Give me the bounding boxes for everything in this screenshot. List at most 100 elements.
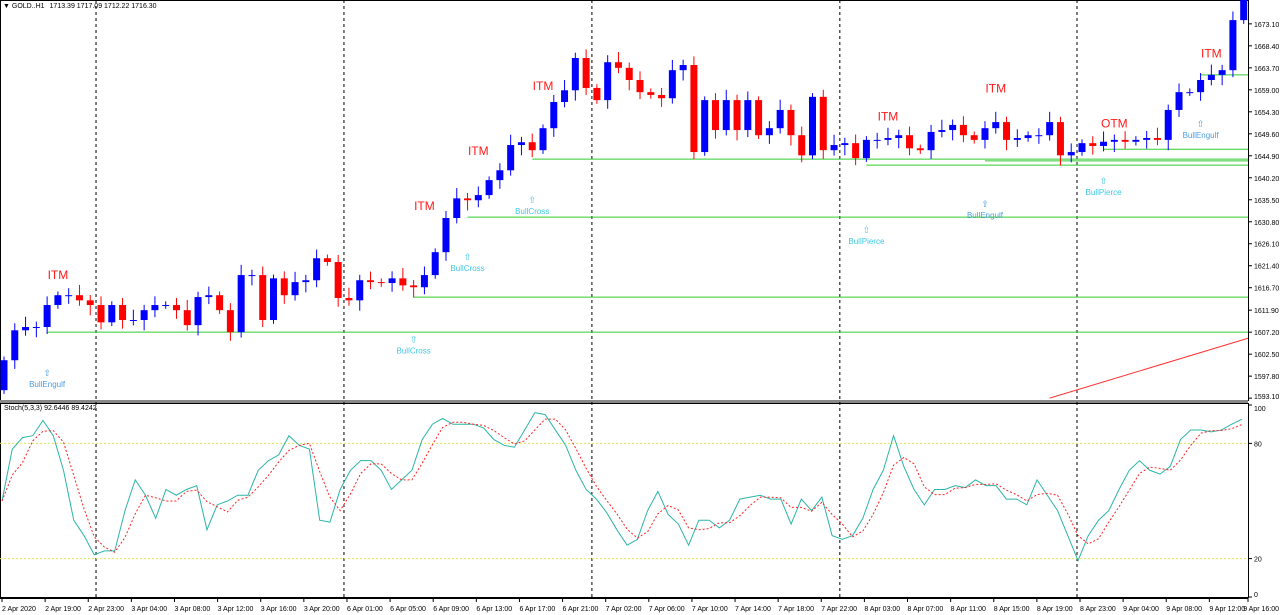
bull-candle: [108, 305, 116, 323]
bear-candle: [119, 305, 127, 320]
bull-candle: [862, 139, 870, 159]
bear-candle: [755, 100, 763, 136]
bear-candle: [75, 295, 83, 301]
y-tick-label: 1654.30: [1254, 110, 1279, 117]
y-tick-label: 1644.90: [1254, 154, 1279, 161]
bear-candle: [1153, 138, 1161, 140]
x-tick-label: 8 Apr 07:00: [908, 606, 944, 613]
bear-candle: [367, 280, 375, 283]
bear-candle: [399, 278, 407, 286]
bull-candle: [151, 305, 159, 311]
y-tick-label: 1663.70: [1254, 66, 1279, 73]
bull-candle: [1240, 0, 1248, 21]
bull-candle: [431, 252, 439, 276]
bull-candle: [291, 282, 299, 296]
x-tick-label: 8 Apr 03:00: [864, 606, 900, 613]
bull-candle: [1067, 152, 1075, 156]
bull-candle: [65, 295, 73, 297]
bull-candle: [1046, 122, 1054, 136]
pattern-label: BullEngulf: [29, 380, 66, 389]
result-label: ITM: [533, 79, 554, 93]
bear-candle: [916, 148, 924, 151]
x-tick-label: 7 Apr 14:00: [735, 606, 771, 613]
bull-candle: [1110, 139, 1118, 142]
bull-candle: [1078, 143, 1086, 153]
x-tick-label: 9 Apr 04:00: [1123, 606, 1159, 613]
x-tick-label: 6 Apr 21:00: [563, 606, 599, 613]
bull-candle: [388, 278, 396, 284]
bear-candle: [464, 198, 472, 201]
symbol-label: GOLD..H1: [11, 3, 45, 10]
bull-candle: [604, 62, 612, 101]
bear-candle: [377, 282, 385, 284]
y-tick-label: 1607.20: [1254, 330, 1279, 337]
bull-candle: [668, 70, 676, 99]
result-label: ITM: [878, 110, 899, 124]
bull-candle: [949, 124, 957, 131]
x-tick-label: 2 Apr 2020: [2, 606, 36, 613]
x-tick-label: 8 Apr 15:00: [994, 606, 1030, 613]
bull-candle: [507, 145, 515, 171]
bull-candle: [485, 180, 493, 196]
bear-candle: [216, 295, 224, 311]
bull-candle: [1035, 135, 1043, 137]
pattern-label: BullEngulf: [1183, 131, 1220, 140]
bull-candle: [938, 130, 946, 132]
stoch-main-line: [1, 412, 1243, 562]
y-tick-label: 1611.90: [1254, 308, 1279, 315]
x-tick-label: 6 Apr 05:00: [390, 606, 426, 613]
bull-candle: [302, 280, 310, 283]
bull-candle: [571, 58, 579, 91]
bull-candle: [140, 310, 148, 320]
y-tick-label: 1640.20: [1254, 176, 1279, 183]
chart-header: ▼ GOLD..H1 1713.39 1717.09 1712.22 1716.…: [3, 3, 157, 10]
bull-candle: [517, 142, 525, 146]
up-arrow-icon: ⇧: [528, 195, 536, 205]
ohlc-readout: 1713.39 1717.09 1712.22 1716.30: [49, 3, 157, 10]
bear-candle: [1089, 143, 1097, 146]
bull-candle: [129, 320, 137, 321]
up-arrow-icon: ⇧: [1197, 119, 1205, 129]
bear-candle: [528, 142, 536, 151]
bull-candle: [765, 128, 773, 136]
bear-candle: [280, 278, 288, 296]
y-tick-label: 1616.70: [1254, 286, 1279, 293]
bear-candle: [323, 258, 331, 262]
bull-candle: [496, 170, 504, 181]
bear-candle: [647, 92, 655, 95]
x-tick-label: 7 Apr 22:00: [821, 606, 857, 613]
bull-candle: [841, 143, 849, 146]
bull-candle: [895, 135, 903, 139]
trend-line: [1049, 337, 1249, 399]
result-label: ITM: [1201, 47, 1222, 61]
bull-candle: [11, 330, 19, 361]
x-tick-label: 3 Apr 04:00: [131, 606, 167, 613]
bear-candle: [97, 305, 105, 323]
y-tick-label: 1602.50: [1254, 352, 1279, 359]
x-tick-label: 6 Apr 13:00: [476, 606, 512, 613]
x-tick-label: 7 Apr 10:00: [692, 606, 728, 613]
bull-candle: [561, 90, 569, 102]
bear-candle: [593, 87, 601, 101]
pattern-label: BullEngulf: [967, 211, 1004, 220]
bear-candle: [819, 96, 827, 151]
bull-candle: [1207, 74, 1215, 80]
bear-candle: [787, 109, 795, 136]
bear-candle: [625, 67, 633, 80]
x-tick-label: 3 Apr 20:00: [304, 606, 340, 613]
up-arrow-icon: ⇧: [863, 225, 871, 235]
stoch-y-tick-label: 20: [1254, 557, 1262, 564]
up-arrow-icon: ⇧: [1100, 176, 1108, 186]
bull-candle: [194, 297, 202, 326]
x-tick-label: 9 Apr 08:00: [1166, 606, 1202, 613]
y-tick-label: 1649.60: [1254, 132, 1279, 139]
y-tick-label: 1668.40: [1254, 44, 1279, 51]
triangle-down-icon[interactable]: ▼: [3, 3, 10, 10]
bull-candle: [1197, 80, 1205, 93]
bear-candle: [690, 65, 698, 153]
bull-candle: [162, 305, 170, 307]
stoch-y-tick-label: 0: [1254, 592, 1258, 599]
bear-candle: [1056, 122, 1064, 156]
